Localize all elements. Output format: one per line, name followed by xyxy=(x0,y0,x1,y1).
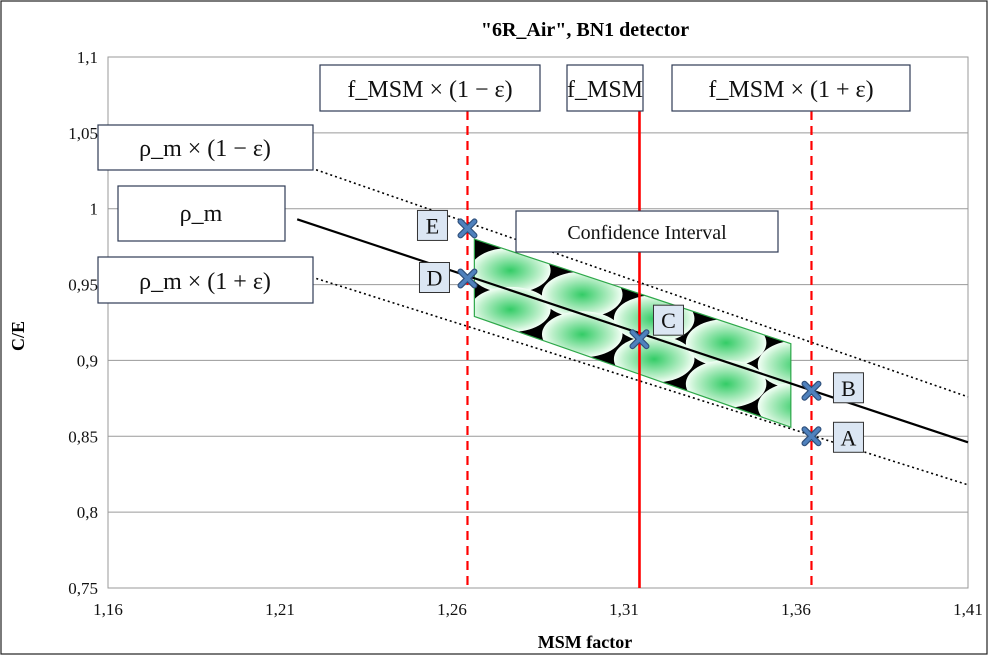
annotation-f-minus-text: f_MSM × (1 − ε) xyxy=(347,77,512,103)
confidence-pattern-blob xyxy=(757,340,791,389)
point-marker xyxy=(458,219,477,238)
point-label-box xyxy=(652,304,684,336)
confidence-pattern-blob xyxy=(685,360,767,408)
point-label-box xyxy=(418,262,450,294)
chart-title: "6R_Air", BN1 detector xyxy=(481,19,689,41)
point-label-box xyxy=(832,421,864,453)
annotation-rho-center: ρ_m xyxy=(117,185,286,242)
y-axis-ticks: 0,75 0,8 0,85 0,9 0,95 1 1,05 1,1 xyxy=(68,48,98,598)
data-points: AB C D E xyxy=(416,209,864,453)
point-label-box xyxy=(832,372,864,404)
y-axis-label: C/E xyxy=(8,321,28,351)
point-label: D xyxy=(427,266,443,291)
annotation-f-minus: f_MSM × (1 − ε) xyxy=(319,64,541,112)
y-tick-label: 1,05 xyxy=(68,124,98,143)
confidence-pattern-blob xyxy=(541,271,623,318)
annotation-rho-minus-text: ρ_m × (1 − ε) xyxy=(139,136,271,162)
x-tick-label: 1,16 xyxy=(93,600,123,619)
confidence-pattern-blob xyxy=(474,286,551,333)
x-tick-label: 1,31 xyxy=(609,600,639,619)
annotation-rho-minus: ρ_m × (1 − ε) xyxy=(97,124,314,171)
point-marker xyxy=(802,381,821,400)
x-tick-label: 1,36 xyxy=(781,600,811,619)
point-c: C xyxy=(629,304,684,350)
point-marker xyxy=(802,427,821,446)
annotation-f-plus-text: f_MSM × (1 + ε) xyxy=(708,77,873,103)
confidence-interval-label: Confidence Interval xyxy=(567,222,727,244)
confidence-pattern-blob xyxy=(474,247,551,294)
point-label-box xyxy=(416,209,448,241)
point-marker xyxy=(458,269,477,288)
plot-area-border xyxy=(107,56,969,589)
annotation-rho-center-text: ρ_m xyxy=(180,201,223,227)
y-tick-label: 0,8 xyxy=(77,503,98,522)
annotation-f-center: f_MSM xyxy=(566,64,644,112)
x-tick-label: 1,41 xyxy=(953,600,983,619)
x-tick-label: 1,21 xyxy=(265,600,295,619)
y-tick-label: 0,9 xyxy=(77,351,98,370)
annotation-f-center-text: f_MSM xyxy=(567,77,643,103)
point-label: E xyxy=(426,213,439,238)
point-e: E xyxy=(416,209,478,241)
point-marker xyxy=(630,330,649,348)
y-tick-label: 0,95 xyxy=(68,276,98,295)
point-b: B xyxy=(801,372,864,404)
annotation-rho-plus-text: ρ_m × (1 + ε) xyxy=(139,269,271,295)
confidence-interval-outline xyxy=(473,238,792,429)
point-d: D xyxy=(418,262,478,294)
point-a: A xyxy=(801,421,864,453)
annotation-rho-plus: ρ_m × (1 + ε) xyxy=(97,256,314,304)
annotation-confidence-interval: Confidence Interval xyxy=(515,210,779,253)
x-tick-label: 1,26 xyxy=(437,600,467,619)
y-tick-label: 1 xyxy=(90,200,99,219)
y-tick-label: 0,85 xyxy=(68,427,98,446)
y-tick-label: 1,1 xyxy=(77,48,98,67)
point-label: B xyxy=(841,376,856,401)
rho-bound-line xyxy=(296,162,969,398)
point-label: C xyxy=(661,308,676,333)
confidence-pattern-blob xyxy=(757,382,791,428)
x-axis-ticks: 1,16 1,21 1,26 1,31 1,36 1,41 xyxy=(93,600,983,619)
confidence-pattern-blob xyxy=(541,311,623,358)
y-tick-label: 0,75 xyxy=(68,579,98,598)
x-axis-label: MSM factor xyxy=(538,632,632,652)
point-label: A xyxy=(841,425,857,450)
annotation-f-plus: f_MSM × (1 + ε) xyxy=(671,64,911,112)
